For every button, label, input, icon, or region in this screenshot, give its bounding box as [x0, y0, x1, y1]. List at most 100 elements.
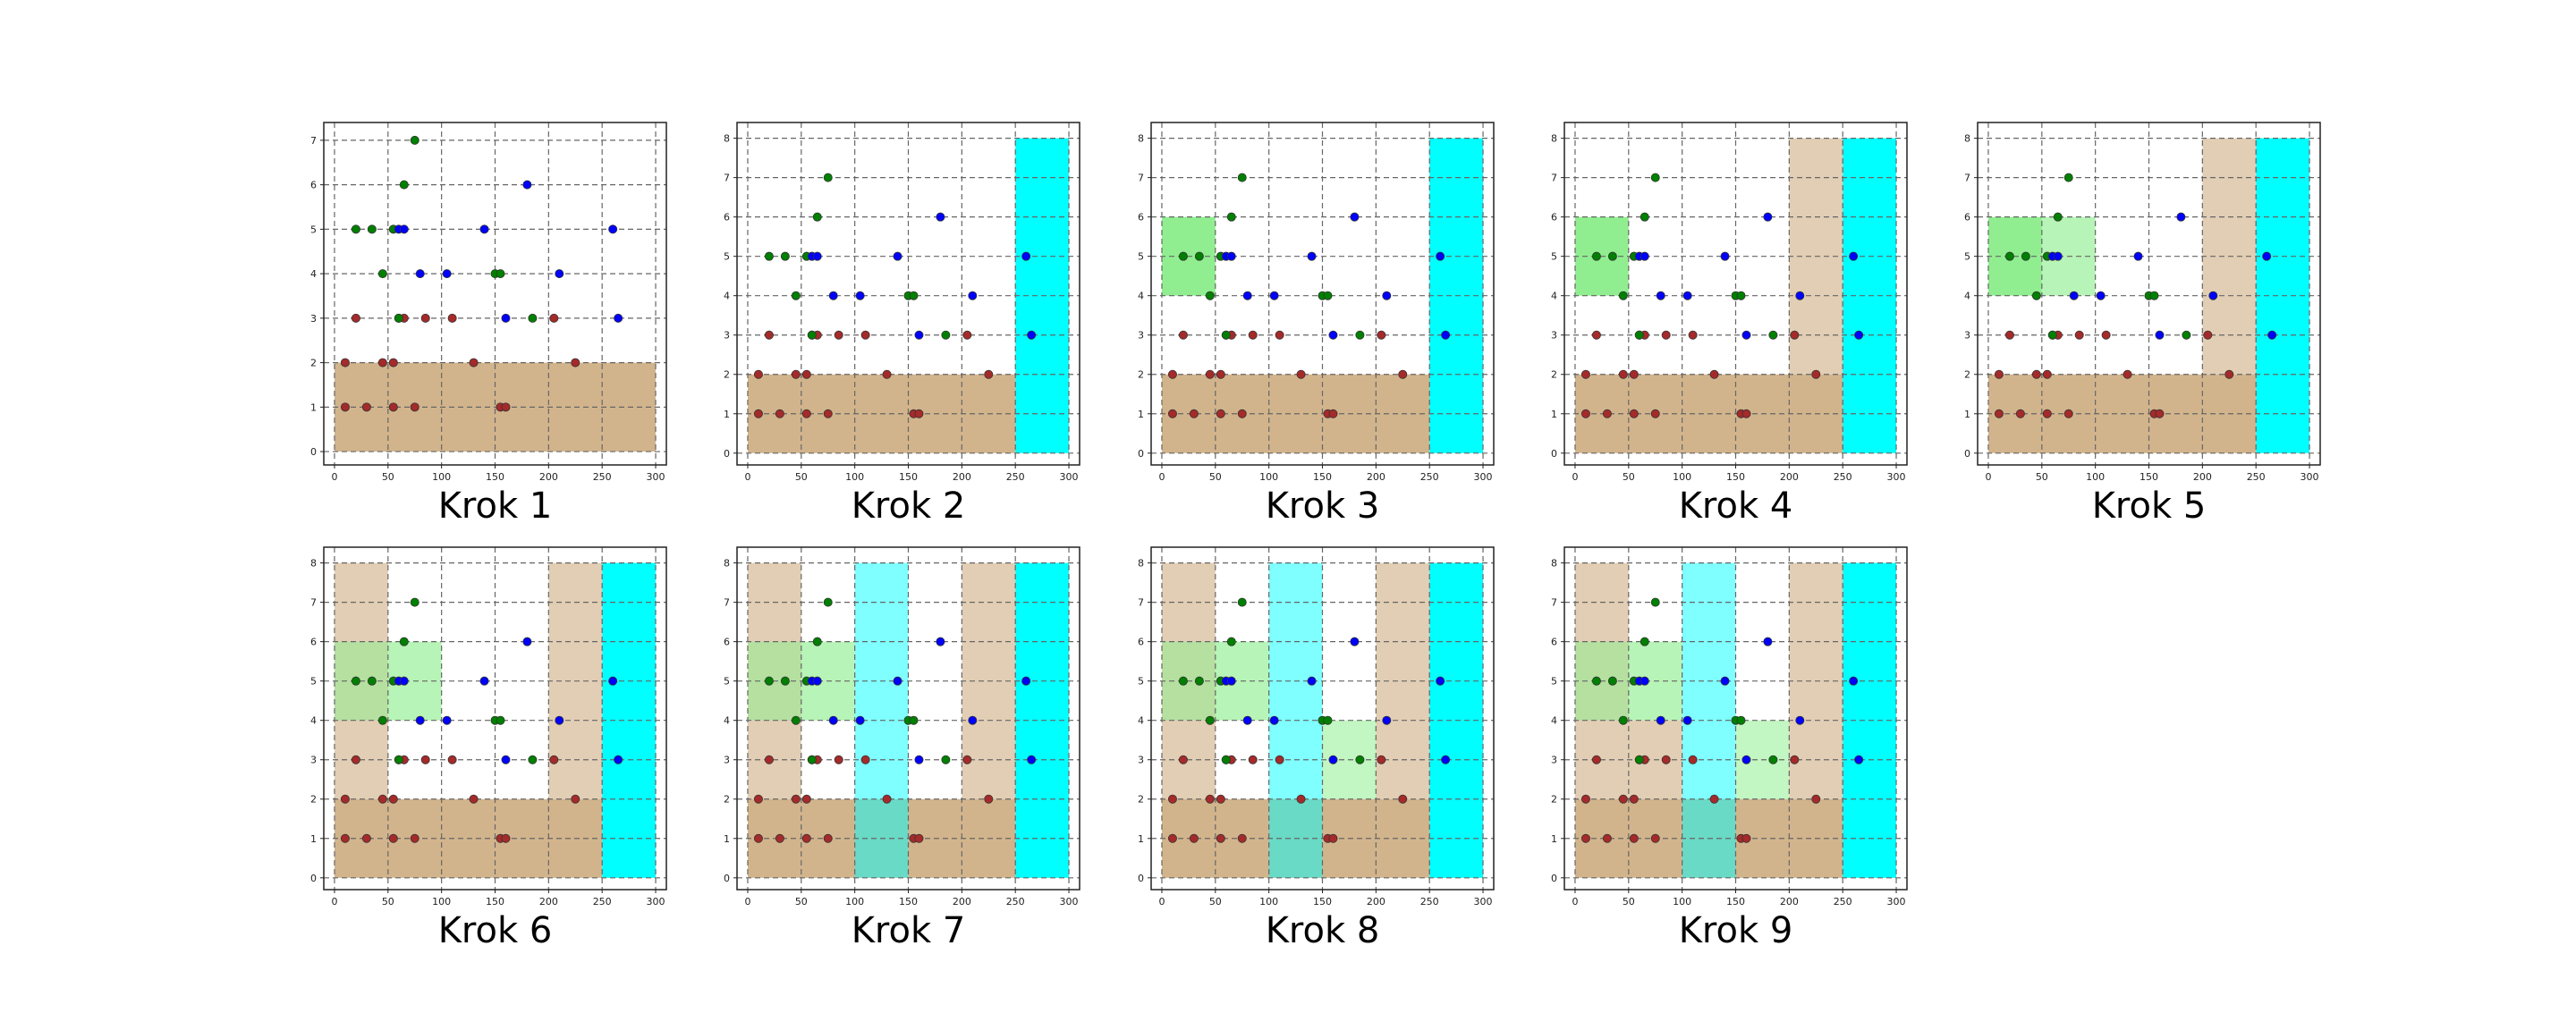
point-red: [1216, 833, 1225, 843]
x-tick-label: 300: [1474, 471, 1493, 483]
subplot-title: Krok 4: [1679, 485, 1793, 527]
y-tick-label: 1: [1551, 409, 1557, 420]
point-red: [1296, 794, 1306, 804]
point-blue: [812, 676, 822, 686]
point-red: [753, 833, 763, 843]
point-red: [1629, 833, 1639, 843]
point-blue: [1436, 251, 1445, 261]
point-blue: [555, 269, 564, 279]
point-blue: [2096, 291, 2106, 300]
y-tick-label: 3: [1138, 755, 1144, 766]
point-blue: [1763, 637, 1773, 646]
point-red: [377, 794, 387, 804]
y-tick-label: 6: [1138, 637, 1144, 648]
x-tick-label: 50: [795, 896, 808, 908]
y-tick-label: 6: [1551, 637, 1557, 648]
y-tick-label: 1: [1964, 409, 1970, 420]
point-green: [1205, 715, 1215, 725]
point-red: [1661, 755, 1671, 764]
x-tick-label: 200: [1367, 471, 1385, 483]
point-red: [340, 358, 350, 367]
x-tick-label: 300: [1060, 896, 1079, 908]
point-red: [447, 313, 457, 323]
y-tick-label: 8: [1138, 133, 1144, 145]
y-tick-label: 1: [310, 833, 317, 845]
point-red: [801, 833, 811, 843]
point-green: [2047, 330, 2057, 340]
point-green: [1323, 715, 1333, 725]
y-tick-label: 7: [724, 597, 730, 609]
point-red: [469, 794, 479, 804]
y-tick-label: 4: [1551, 715, 1557, 727]
point-red: [753, 409, 763, 418]
point-green: [1178, 676, 1188, 686]
point-blue: [1350, 637, 1360, 646]
point-blue: [415, 269, 425, 279]
point-red: [1709, 794, 1719, 804]
point-blue: [1854, 330, 1864, 340]
point-red: [791, 794, 801, 804]
x-tick-label: 200: [1367, 896, 1385, 908]
point-green: [528, 755, 538, 764]
point-green: [823, 597, 833, 607]
x-tick-label: 0: [1572, 896, 1578, 908]
y-tick-label: 8: [724, 558, 730, 570]
x-tick-label: 150: [2140, 471, 2158, 483]
point-blue: [1441, 330, 1451, 340]
point-blue: [1307, 676, 1317, 686]
x-tick-label: 250: [1834, 896, 1852, 908]
x-tick-label: 300: [647, 471, 665, 483]
x-tick-label: 100: [1673, 471, 1691, 483]
y-tick-label: 8: [310, 558, 317, 570]
y-tick-label: 4: [724, 715, 730, 727]
point-red: [1591, 330, 1601, 340]
point-green: [1355, 330, 1365, 340]
point-blue: [1027, 755, 1037, 764]
point-red: [410, 833, 419, 843]
point-red: [860, 330, 870, 340]
point-blue: [1382, 291, 1392, 300]
point-red: [791, 369, 801, 379]
point-red: [1602, 409, 1612, 418]
subplot-krok-9: 0 50 100 150 200 250 300 0 1 2 3 4 5 6 7 8 Krok 9: [1551, 546, 1908, 951]
point-red: [361, 402, 371, 412]
point-blue: [1741, 330, 1751, 340]
point-red: [2224, 369, 2234, 379]
x-tick-label: 100: [432, 896, 451, 908]
point-red: [1248, 330, 1258, 340]
y-tick-label: 5: [1551, 251, 1557, 263]
point-blue: [501, 313, 511, 323]
point-red: [1811, 794, 1821, 804]
x-tick-label: 200: [539, 471, 558, 483]
point-green: [780, 251, 790, 261]
point-blue: [1741, 755, 1751, 764]
point-blue: [1242, 291, 1252, 300]
y-tick-label: 5: [724, 676, 730, 688]
subplot-krok-6: 0 50 100 150 200 250 300 0 1 2 3 4 5 6 7 8 Krok 6: [310, 546, 667, 951]
point-red: [2015, 409, 2025, 418]
point-blue: [1854, 755, 1864, 764]
point-red: [1618, 794, 1628, 804]
point-blue: [2262, 251, 2272, 261]
point-red: [571, 358, 580, 367]
y-tick-label: 4: [1138, 291, 1144, 302]
y-tick-label: 5: [724, 251, 730, 263]
point-blue: [855, 291, 865, 300]
point-red: [1790, 330, 1800, 340]
point-green: [1221, 755, 1231, 764]
y-tick-label: 5: [1138, 676, 1144, 688]
point-red: [1398, 369, 1408, 379]
point-blue: [555, 715, 564, 725]
point-blue: [1021, 251, 1031, 261]
x-tick-label: 50: [2036, 471, 2048, 483]
point-red: [420, 313, 430, 323]
point-green: [1650, 597, 1660, 607]
point-blue: [415, 715, 425, 725]
x-tick-label: 0: [331, 471, 337, 483]
subplot-krok-4: 0 50 100 150 200 250 300 0 1 2 3 4 5 6 7 8 Krok 4: [1551, 122, 1908, 527]
point-red: [1189, 409, 1199, 418]
y-tick-label: 3: [1551, 755, 1557, 766]
point-green: [1640, 637, 1649, 646]
y-tick-label: 3: [724, 755, 730, 766]
point-green: [1205, 291, 1215, 300]
